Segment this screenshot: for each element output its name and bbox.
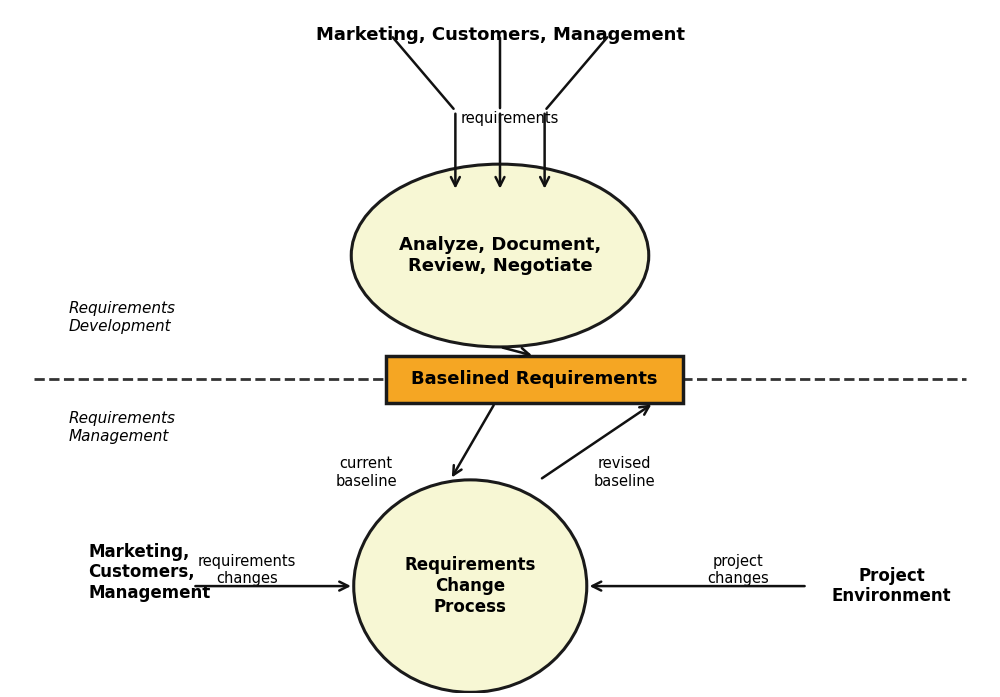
Ellipse shape (354, 480, 587, 692)
FancyBboxPatch shape (386, 356, 683, 403)
Text: requirements: requirements (461, 111, 559, 126)
Text: Requirements
Change
Process: Requirements Change Process (405, 556, 536, 616)
Text: revised
baseline: revised baseline (593, 457, 655, 489)
Text: Requirements
Development: Requirements Development (69, 301, 176, 334)
Text: current
baseline: current baseline (335, 457, 397, 489)
Text: Requirements
Management: Requirements Management (69, 411, 176, 444)
Text: project
changes: project changes (707, 554, 769, 586)
Text: Marketing,
Customers,
Management: Marketing, Customers, Management (88, 542, 211, 602)
Ellipse shape (351, 164, 649, 347)
Text: Marketing, Customers, Management: Marketing, Customers, Management (316, 26, 684, 44)
Text: requirements
changes: requirements changes (198, 554, 296, 586)
Text: Baselined Requirements: Baselined Requirements (411, 371, 658, 388)
Text: Project
Environment: Project Environment (832, 567, 952, 606)
Text: Analyze, Document,
Review, Negotiate: Analyze, Document, Review, Negotiate (399, 236, 601, 275)
